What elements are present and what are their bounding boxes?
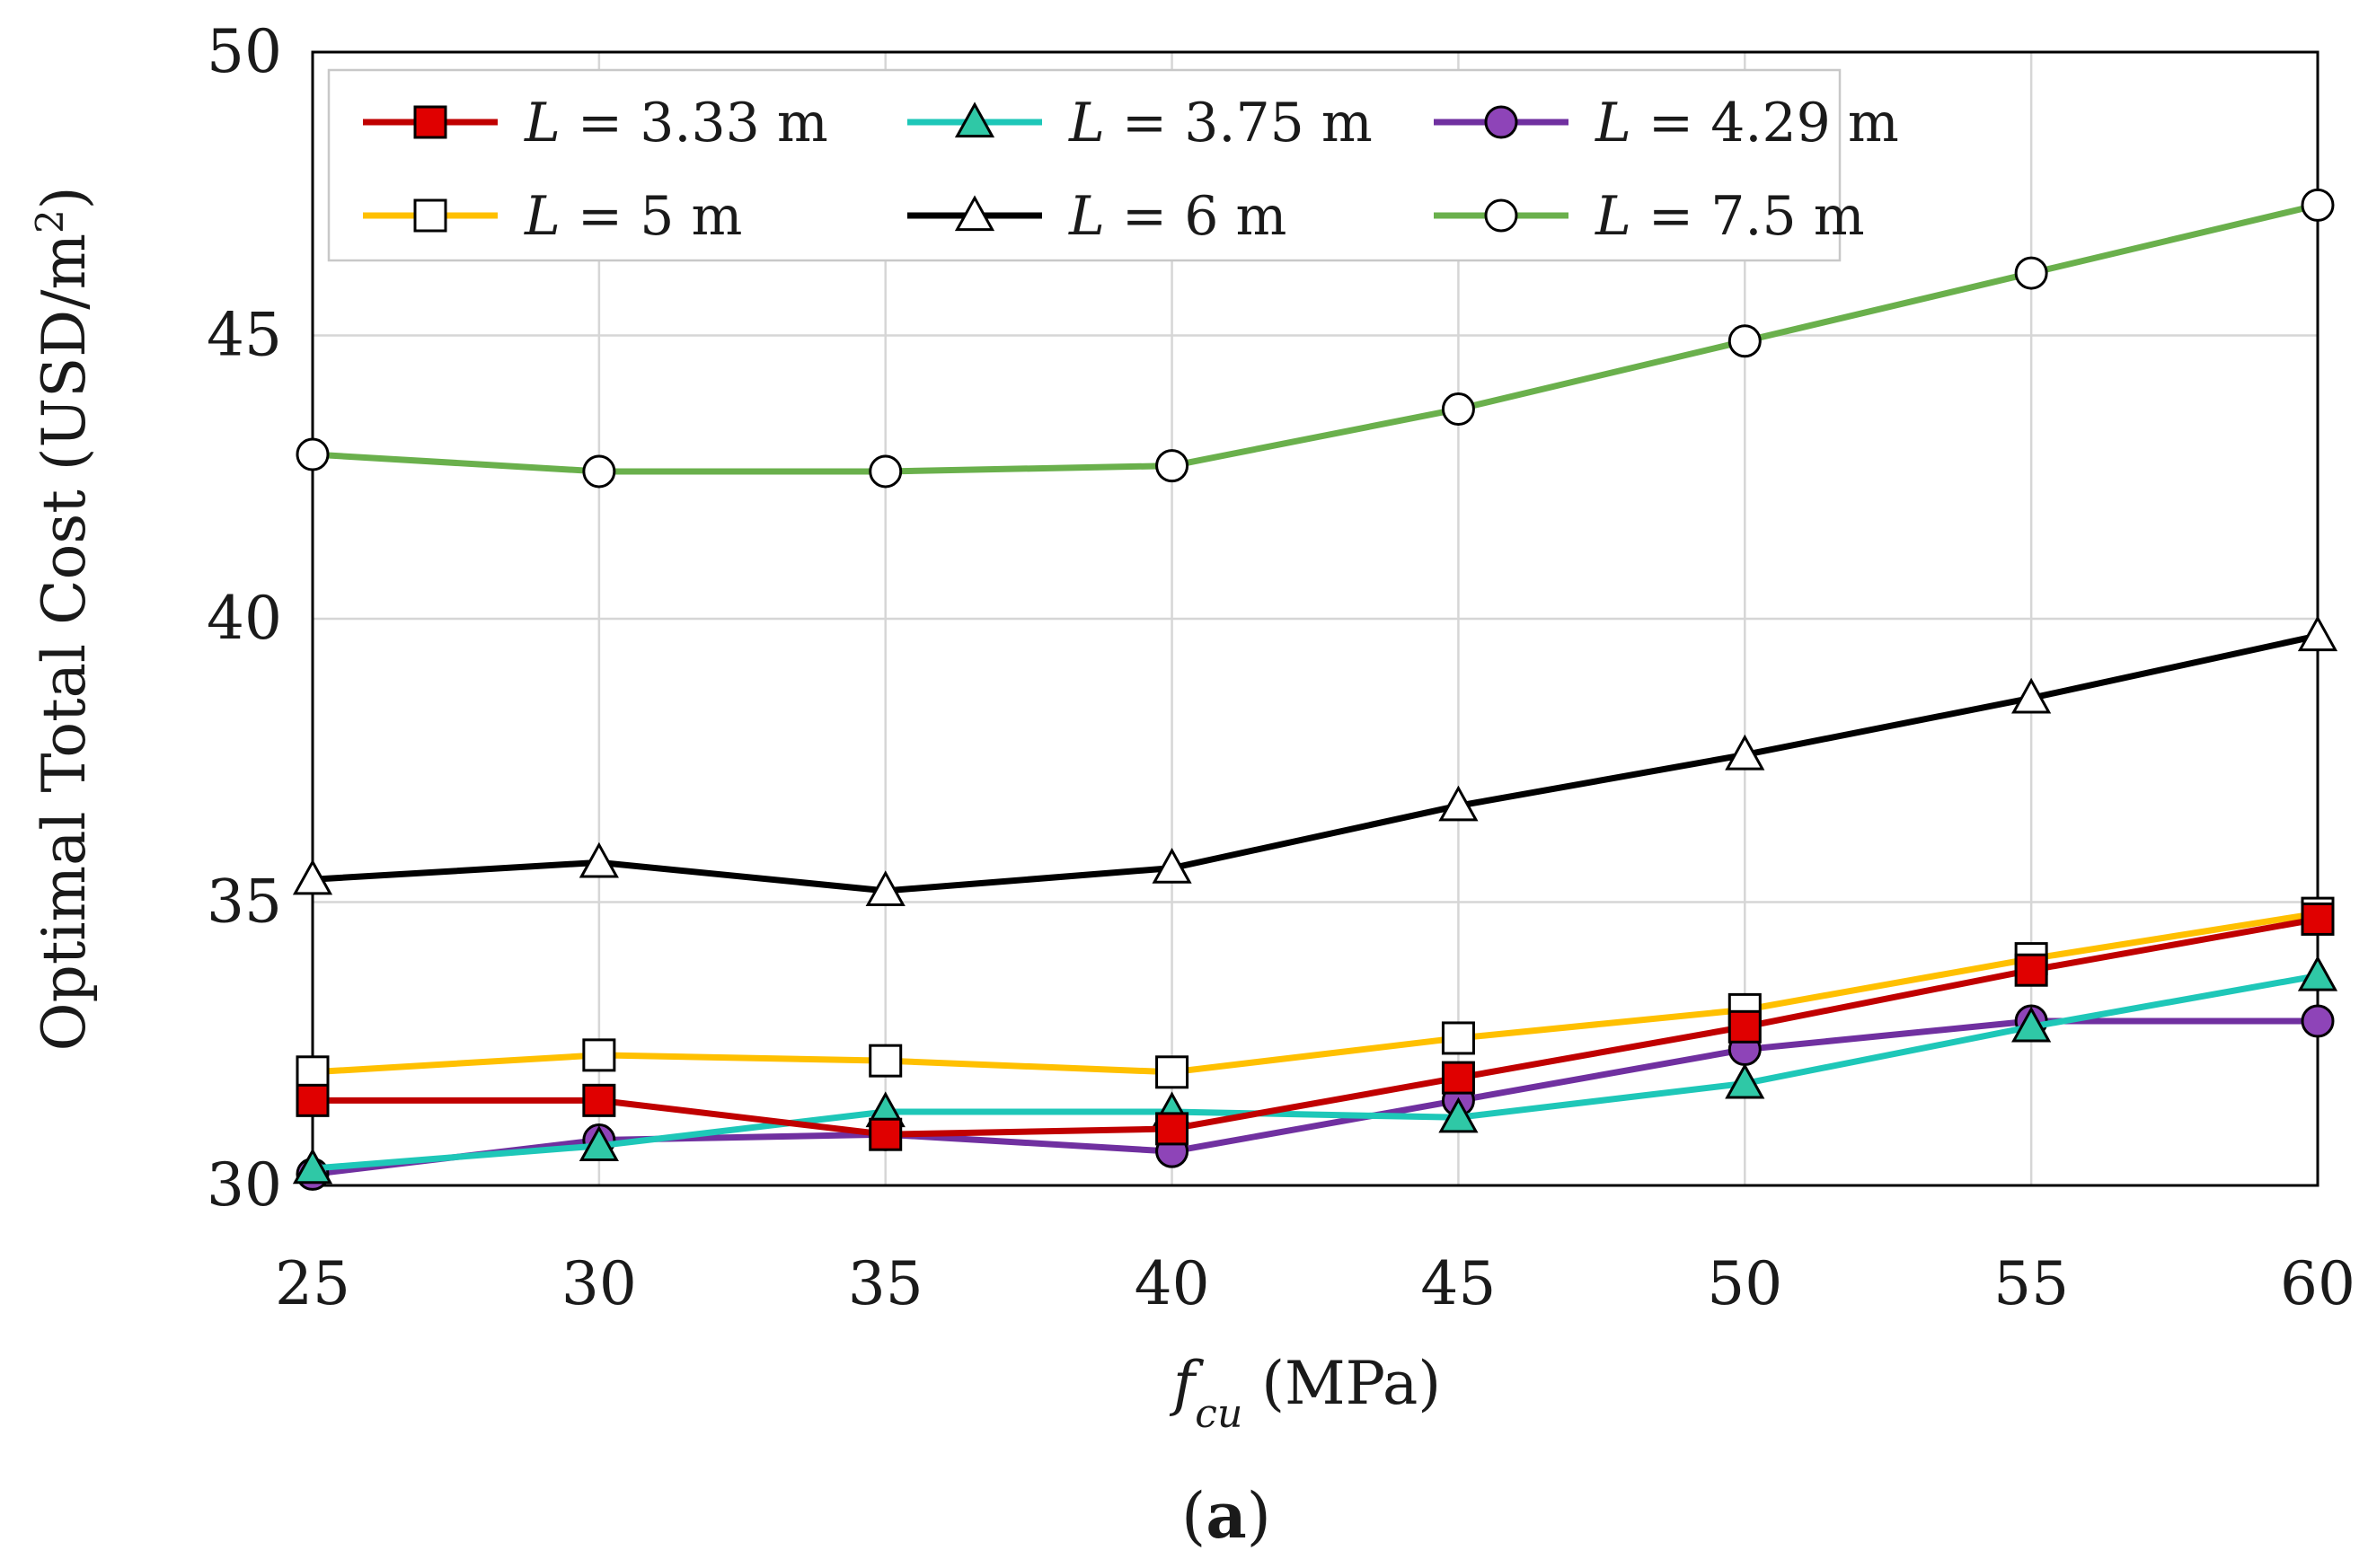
legend-marker [413, 105, 447, 139]
legend-label: L = 4.29 m [1595, 92, 1899, 154]
legend-marker [954, 101, 995, 138]
legend-marker [413, 198, 447, 233]
data-point [582, 1083, 616, 1117]
series-l-7-5-m [296, 188, 2335, 489]
y-tick-label: 45 [207, 301, 282, 370]
data-point [1441, 392, 1475, 427]
data-point [1441, 1061, 1475, 1095]
legend-entry: L = 7.5 m [1434, 185, 1865, 248]
x-tick-label: 30 [561, 1249, 637, 1318]
data-point [2301, 1004, 2335, 1038]
data-point [292, 859, 333, 895]
data-point [1727, 324, 1762, 358]
data-point [1438, 785, 1479, 822]
data-point [1725, 1062, 1765, 1099]
series-line [312, 910, 2319, 1076]
legend-label: L = 3.33 m [524, 92, 828, 154]
y-tick-labels: 30 35 40 45 50 [207, 17, 282, 1220]
x-axis-title: fcu (MPa) [1169, 1349, 1441, 1437]
legend-marker [1484, 198, 1518, 233]
legend-entries: L = 3.33 m L = 3.75 m L = 4.29 m L = 5 m L =… [363, 92, 1899, 248]
data-point [2301, 902, 2335, 936]
data-point [2014, 256, 2048, 290]
data-point [1725, 734, 1765, 771]
legend-label: L = 7.5 m [1595, 185, 1865, 248]
x-tick-label: 60 [2280, 1249, 2355, 1318]
panel-label: (a) [1181, 1478, 1271, 1553]
data-point [869, 1044, 903, 1078]
data-point [865, 870, 906, 907]
y-tick-label: 30 [207, 1150, 282, 1220]
data-point [296, 1055, 330, 1089]
y-axis-title: Optimal Total Cost (USD/m2) [28, 186, 100, 1051]
series-l-6-m [292, 615, 2338, 907]
legend-entry: L = 6 m [907, 185, 1286, 248]
data-point [296, 437, 330, 471]
data-point [582, 454, 616, 489]
x-tick-labels: 25 30 35 40 45 50 55 60 [275, 1249, 2355, 1318]
data-point [579, 1125, 619, 1161]
data-point [1155, 1112, 1189, 1146]
series-line [312, 632, 2319, 894]
legend-box [327, 68, 1842, 262]
series-line [312, 973, 2319, 1172]
x-tick-label: 35 [848, 1249, 923, 1318]
data-point [2297, 615, 2338, 652]
legend-label: L = 6 m [1068, 185, 1286, 248]
data-point [292, 1148, 333, 1185]
data-point [2011, 1006, 2052, 1043]
data-point [1152, 848, 1192, 884]
x-tick-label: 45 [1420, 1249, 1496, 1318]
x-tick-label: 50 [1707, 1249, 1782, 1318]
series-layer [292, 188, 2338, 1191]
data-point [1438, 1097, 1479, 1133]
legend-marker [954, 195, 995, 232]
legend-label: L = 3.75 m [1068, 92, 1373, 154]
legend: L = 3.33 m L = 3.75 m L = 4.29 m L = 5 m L =… [327, 68, 1899, 262]
legend-entry: L = 3.33 m [363, 92, 828, 154]
series-l-5-m [296, 896, 2335, 1089]
data-point [1155, 449, 1189, 483]
x-tick-label: 40 [1135, 1249, 1210, 1318]
series-line [313, 915, 2319, 1138]
data-point [869, 454, 903, 489]
x-tick-label: 55 [1993, 1249, 2069, 1318]
y-tick-label: 35 [207, 868, 282, 937]
data-point [579, 841, 619, 878]
data-point [869, 1117, 903, 1151]
y-tick-label: 50 [207, 17, 282, 86]
legend-entry: L = 3.75 m [907, 92, 1373, 154]
legend-entry: L = 4.29 m [1434, 92, 1899, 154]
data-point [1155, 1055, 1189, 1089]
data-point [2011, 677, 2052, 714]
legend-marker [1484, 105, 1518, 139]
series-line [312, 201, 2319, 475]
data-point [1727, 1009, 1762, 1044]
x-tick-label: 25 [275, 1249, 350, 1318]
data-point [1441, 1021, 1475, 1055]
data-point [582, 1038, 616, 1072]
data-point [296, 1083, 330, 1117]
data-point [2014, 953, 2048, 987]
legend-label: L = 5 m [524, 185, 742, 248]
series-l-3-33-m [296, 902, 2335, 1151]
data-point [2301, 188, 2335, 222]
legend-entry: L = 5 m [363, 185, 742, 248]
y-tick-label: 40 [207, 584, 282, 653]
data-point [2297, 955, 2338, 991]
